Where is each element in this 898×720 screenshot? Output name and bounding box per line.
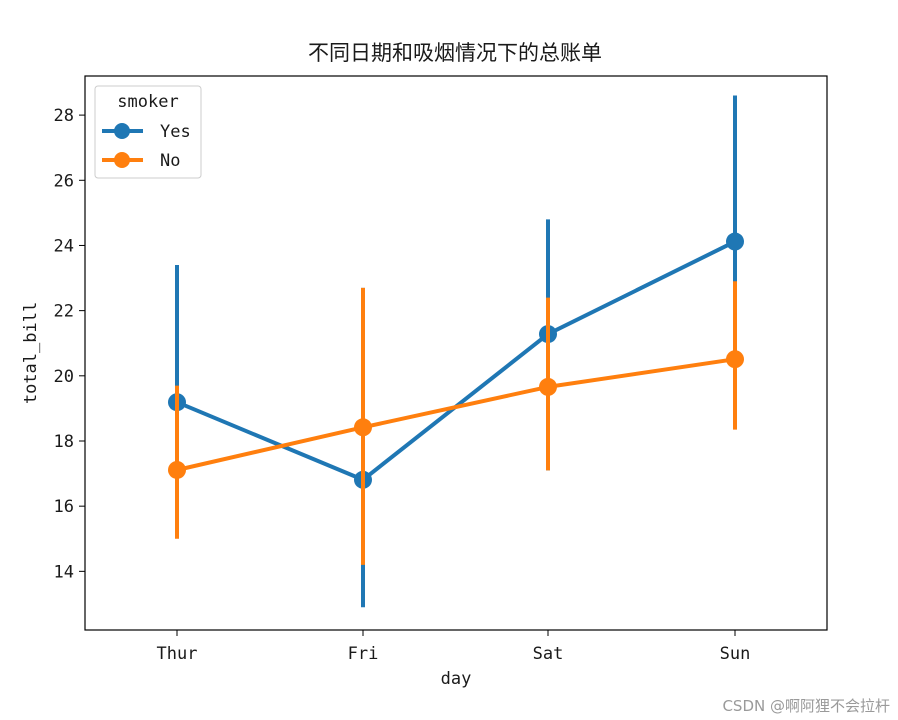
series-no [168,281,744,565]
y-tick-label: 18 [54,432,74,452]
y-tick-label: 22 [54,302,74,322]
watermark: CSDN @啊阿狸不会拉杆 [722,697,890,715]
x-tick-label: Sun [720,644,751,664]
plot-frame [84,75,828,631]
data-point-yes [726,232,744,251]
legend: smoker Yes No [94,85,202,179]
x-tick-label: Fri [348,644,379,664]
x-tick-label: Sat [533,644,564,664]
legend-marker-yes [114,123,130,139]
series-line-no [176,357,736,472]
y-tick-label: 14 [54,562,74,582]
y-axis-label: total_bill [21,302,41,404]
legend-label-no: No [160,151,180,171]
x-axis-label: day [441,669,472,689]
data-point-no [168,460,186,479]
data-point-no [354,418,372,437]
chart-title: 不同日期和吸烟情况下的总账单 [308,41,602,65]
series-yes [168,95,744,608]
y-tick-label: 20 [54,367,74,387]
y-tick-label: 28 [54,106,74,126]
data-point-no [539,377,557,396]
x-tick-label: Thur [157,644,198,664]
data-point-no [726,350,744,369]
y-tick-label: 26 [54,171,74,191]
y-tick-label: 24 [54,236,74,256]
plot-area [168,95,744,608]
y-axis: 14 16 18 20 22 24 26 28 [54,106,85,582]
x-axis: Thur Fri Sat Sun [157,630,751,664]
y-tick-label: 16 [54,497,74,517]
legend-label-yes: Yes [160,122,191,142]
legend-marker-no [114,152,130,168]
legend-title: smoker [117,92,178,112]
series-line-yes [176,239,736,482]
